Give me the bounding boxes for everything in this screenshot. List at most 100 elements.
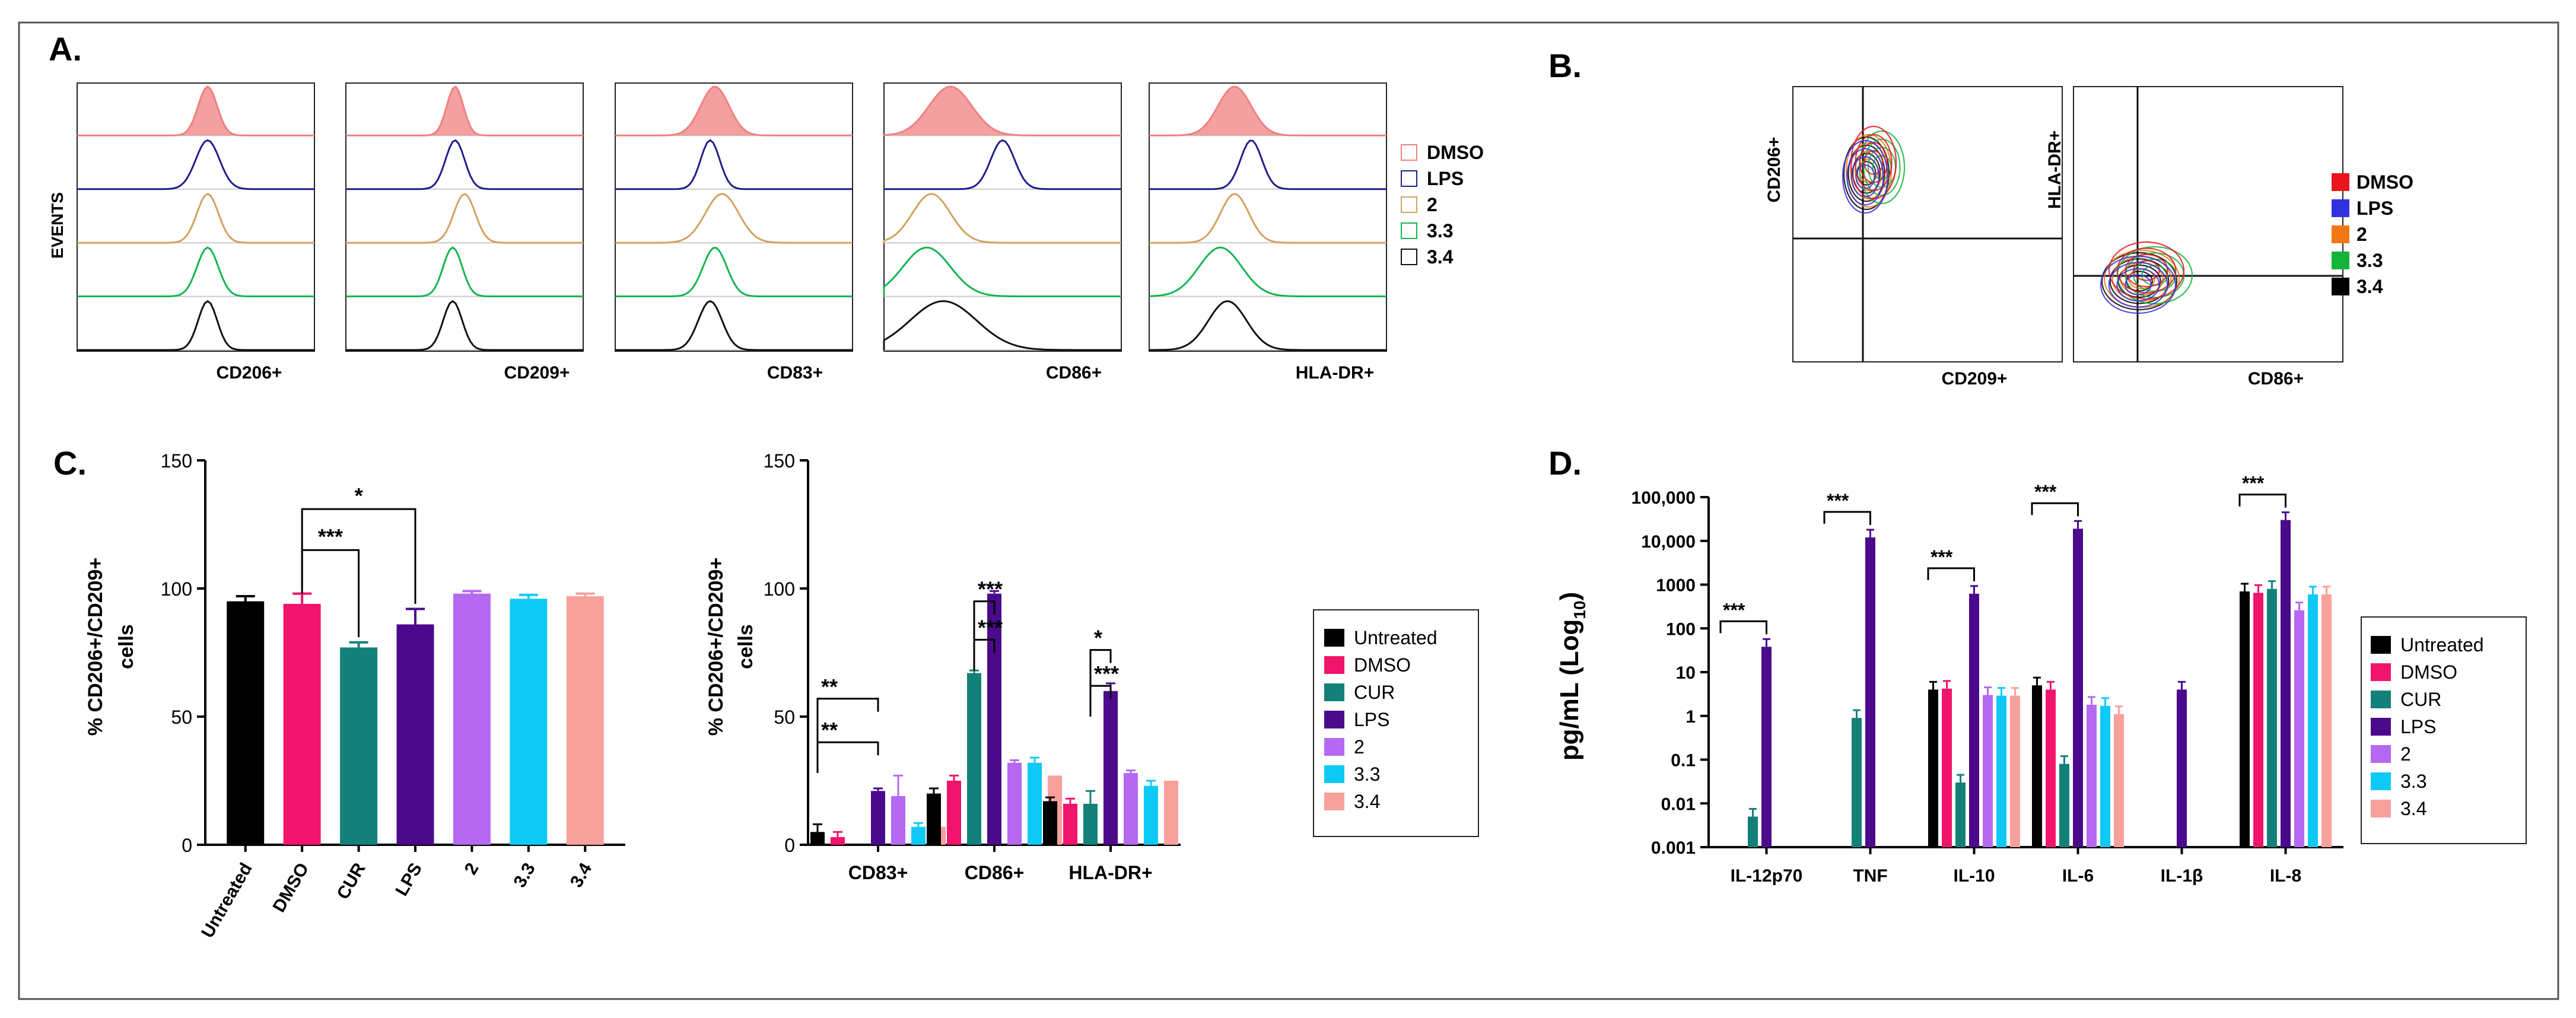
histogram-curve-2 xyxy=(883,193,1121,244)
contour-frame xyxy=(1792,86,2063,362)
contour-LPS xyxy=(2125,274,2152,295)
legend-swatch-3.3 xyxy=(1401,222,1417,239)
bar-Untreated xyxy=(2032,685,2042,847)
legend-swatch-LPS xyxy=(2371,718,2391,736)
contour-3.3 xyxy=(1863,138,1901,196)
significance-label: *** xyxy=(1723,599,1745,621)
bar-CUR xyxy=(1852,718,1862,847)
histogram-curve-3.4 xyxy=(883,300,1121,351)
legend-label: 3.3 xyxy=(2356,250,2383,271)
contour-xlabel: CD86+ xyxy=(2248,369,2304,389)
histogram-curve-LPS xyxy=(615,139,853,190)
x-tick-label: IL-1β xyxy=(2161,866,2203,886)
significance-label: *** xyxy=(1827,490,1849,511)
histogram-curve-3.4 xyxy=(615,300,853,351)
legend-swatch-CUR xyxy=(1324,683,1344,701)
significance-bracket xyxy=(1927,567,1975,581)
significance-label: * xyxy=(1094,626,1102,650)
histogram-curve-DMSO xyxy=(77,85,314,136)
legend-swatch-DMSO xyxy=(1401,144,1417,161)
bar-Untreated xyxy=(1928,689,1938,847)
panel-label-b: B. xyxy=(1548,47,1582,84)
events-label: EVENTS xyxy=(48,192,66,259)
significance-bracket xyxy=(2031,502,2079,517)
bar-CUR xyxy=(2059,763,2069,847)
legend-swatch-LPS xyxy=(2332,199,2349,217)
bar-3.3 xyxy=(2100,705,2110,847)
bar-LPS xyxy=(2073,529,2083,847)
legend-label: LPS xyxy=(2356,198,2393,219)
contour-xlabel: CD209+ xyxy=(1942,369,2008,389)
contour-LPS xyxy=(1846,148,1884,206)
histogram-xlabel: CD206+ xyxy=(217,363,282,383)
x-tick-label: IL-10 xyxy=(1953,866,1995,886)
bar-LPS xyxy=(987,593,1001,845)
contour-LPS xyxy=(1842,139,1889,214)
y-tick-label: 100 xyxy=(1666,619,1696,639)
x-tick-label: CD83+ xyxy=(848,862,908,883)
histogram-xlabel: CD209+ xyxy=(504,363,570,383)
bar-CUR xyxy=(340,647,378,845)
bar-CUR xyxy=(1955,782,1966,847)
histogram-curve-2 xyxy=(615,193,853,244)
contour-ylabel: CD206+ xyxy=(1764,137,1784,203)
legend-swatch-CUR xyxy=(2371,691,2391,708)
legend-label: Untreated xyxy=(1354,627,1438,648)
contour-LPS xyxy=(2108,262,2168,308)
y-tick-label: 0.1 xyxy=(1671,751,1696,771)
contour-LPS xyxy=(2100,255,2177,314)
significance-label: *** xyxy=(978,577,1003,602)
legend-swatch-DMSO xyxy=(2371,663,2391,681)
histogram-curve-DMSO xyxy=(615,85,853,136)
legend-label: DMSO xyxy=(2356,171,2413,193)
histogram-curve-DMSO xyxy=(346,85,583,136)
bar-LPS xyxy=(1865,537,1875,847)
y-tick-label: 0.001 xyxy=(1651,838,1696,858)
legend-label: 2 xyxy=(2356,224,2367,245)
x-tick-label: TNF xyxy=(1853,866,1887,886)
legend-label: LPS xyxy=(1354,709,1389,730)
legend-label: DMSO xyxy=(1427,142,1484,163)
x-tick-label: HLA-DR+ xyxy=(1068,862,1152,883)
legend-label: DMSO xyxy=(1354,654,1411,676)
panel-c-right: 0 50 100 150 % CD206+/CD209+ cells CD83+ CD86+ H… xyxy=(705,450,1479,883)
y-axis-label: % CD206+/CD209+ xyxy=(705,558,727,736)
y-axis-label-main: pg/mL (Log xyxy=(1555,619,1584,761)
histogram-curve-LPS xyxy=(884,139,1121,190)
panel-a: EVENTS CD206+ CD209+ CD83+ CD86+ HLA-DR+ DMSO L… xyxy=(48,82,1484,383)
legend-label: 3.3 xyxy=(1354,763,1380,785)
panel-b: CD206+ HLA-DR+ CD209+ CD86+ DMSO LPS 2 3.3 3.4 xyxy=(1764,86,2413,389)
histogram-curve-3.4 xyxy=(77,300,314,351)
histogram-curve-2 xyxy=(77,193,314,244)
bar-CUR xyxy=(1083,803,1098,845)
bar-2 xyxy=(1007,762,1022,845)
y-axis-label-sub: 10 xyxy=(1570,600,1589,619)
bar-LPS xyxy=(1761,647,1772,847)
histogram-frame xyxy=(1149,82,1387,352)
y-tick-label: 100,000 xyxy=(1632,488,1696,508)
contour-3.4 xyxy=(2109,258,2170,304)
bar-2 xyxy=(2294,610,2304,847)
significance-label: ** xyxy=(821,718,838,742)
bar-LPS xyxy=(2281,520,2291,847)
x-tick-label: CD86+ xyxy=(965,862,1025,883)
y-tick-label: 0.01 xyxy=(1661,794,1696,814)
legend-swatch-2 xyxy=(2332,225,2349,243)
bar-LPS xyxy=(1969,593,1979,847)
contour-DMSO xyxy=(2133,260,2160,281)
legend-label: LPS xyxy=(2400,716,2436,737)
legend-label: 3.4 xyxy=(1354,791,1380,812)
significance-label: *** xyxy=(318,524,343,549)
significance-bracket xyxy=(1823,511,1871,525)
significance-label: *** xyxy=(978,615,1003,640)
contour-DMSO xyxy=(2125,253,2168,288)
bar-2 xyxy=(1983,695,1993,847)
legend-label: DMSO xyxy=(2400,661,2457,683)
significance-label: *** xyxy=(1094,661,1119,686)
x-tick-label: IL-8 xyxy=(2270,866,2301,886)
bar-LPS xyxy=(2177,689,2187,847)
legend-label: 2 xyxy=(1354,736,1365,758)
histogram-curve-3.3 xyxy=(1148,246,1386,298)
significance-bracket xyxy=(2238,494,2286,508)
